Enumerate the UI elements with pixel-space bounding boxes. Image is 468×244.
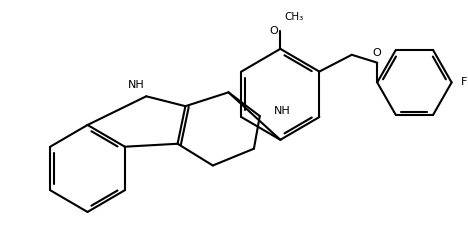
- Text: NH: NH: [128, 81, 145, 91]
- Text: O: O: [269, 26, 278, 36]
- Text: F: F: [461, 77, 467, 87]
- Text: NH: NH: [273, 106, 290, 116]
- Text: CH₃: CH₃: [284, 12, 304, 22]
- Text: O: O: [373, 48, 381, 58]
